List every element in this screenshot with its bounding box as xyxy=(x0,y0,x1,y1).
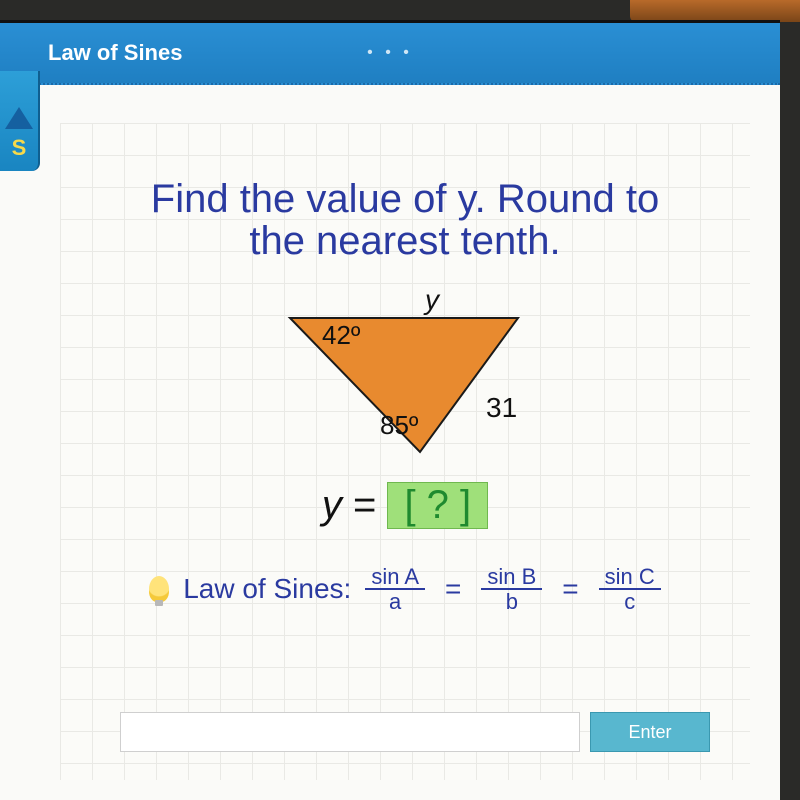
problem-prompt: Find the value of y. Round to the neares… xyxy=(60,178,750,262)
app-header: Law of Sines • • • xyxy=(0,23,780,85)
hint-label: Law of Sines: xyxy=(183,573,351,605)
prompt-line-2: the nearest tenth. xyxy=(60,220,750,262)
lesson-title: Law of Sines xyxy=(48,40,182,66)
lightbulb-icon xyxy=(149,576,169,602)
answer-input[interactable] xyxy=(120,712,580,752)
triangle-icon xyxy=(5,107,33,129)
label-angle-42: 42º xyxy=(322,320,360,351)
problem-panel: Find the value of y. Round to the neares… xyxy=(60,123,750,780)
hint-row: Law of Sines: sin A a = sin B b = sin C … xyxy=(60,565,750,613)
equation-variable: y xyxy=(322,483,342,527)
label-side-31: 31 xyxy=(486,392,517,424)
prompt-line-1: Find the value of y. Round to xyxy=(60,178,750,220)
sidebar-badge[interactable]: S xyxy=(0,71,40,171)
equals-1: = xyxy=(445,573,461,605)
triangle-figure: y 42º 85º 31 xyxy=(250,292,560,472)
equation-equals: = xyxy=(353,483,387,527)
equals-2: = xyxy=(562,573,578,605)
label-angle-85: 85º xyxy=(380,410,418,441)
ambient-light xyxy=(630,0,800,22)
label-side-y: y xyxy=(425,284,439,316)
app-screen: Law of Sines • • • S Find the value of y… xyxy=(0,20,780,800)
menu-dots-icon[interactable]: • • • xyxy=(367,44,413,62)
answer-row: Enter xyxy=(120,712,710,752)
badge-letter: S xyxy=(12,135,27,161)
fraction-sinC: sin C c xyxy=(599,565,661,613)
enter-button[interactable]: Enter xyxy=(590,712,710,752)
fraction-sinB: sin B b xyxy=(481,565,542,613)
answer-placeholder-box: [ ? ] xyxy=(387,482,488,529)
equation: y = [ ? ] xyxy=(60,482,750,529)
fraction-sinA: sin A a xyxy=(365,565,425,613)
